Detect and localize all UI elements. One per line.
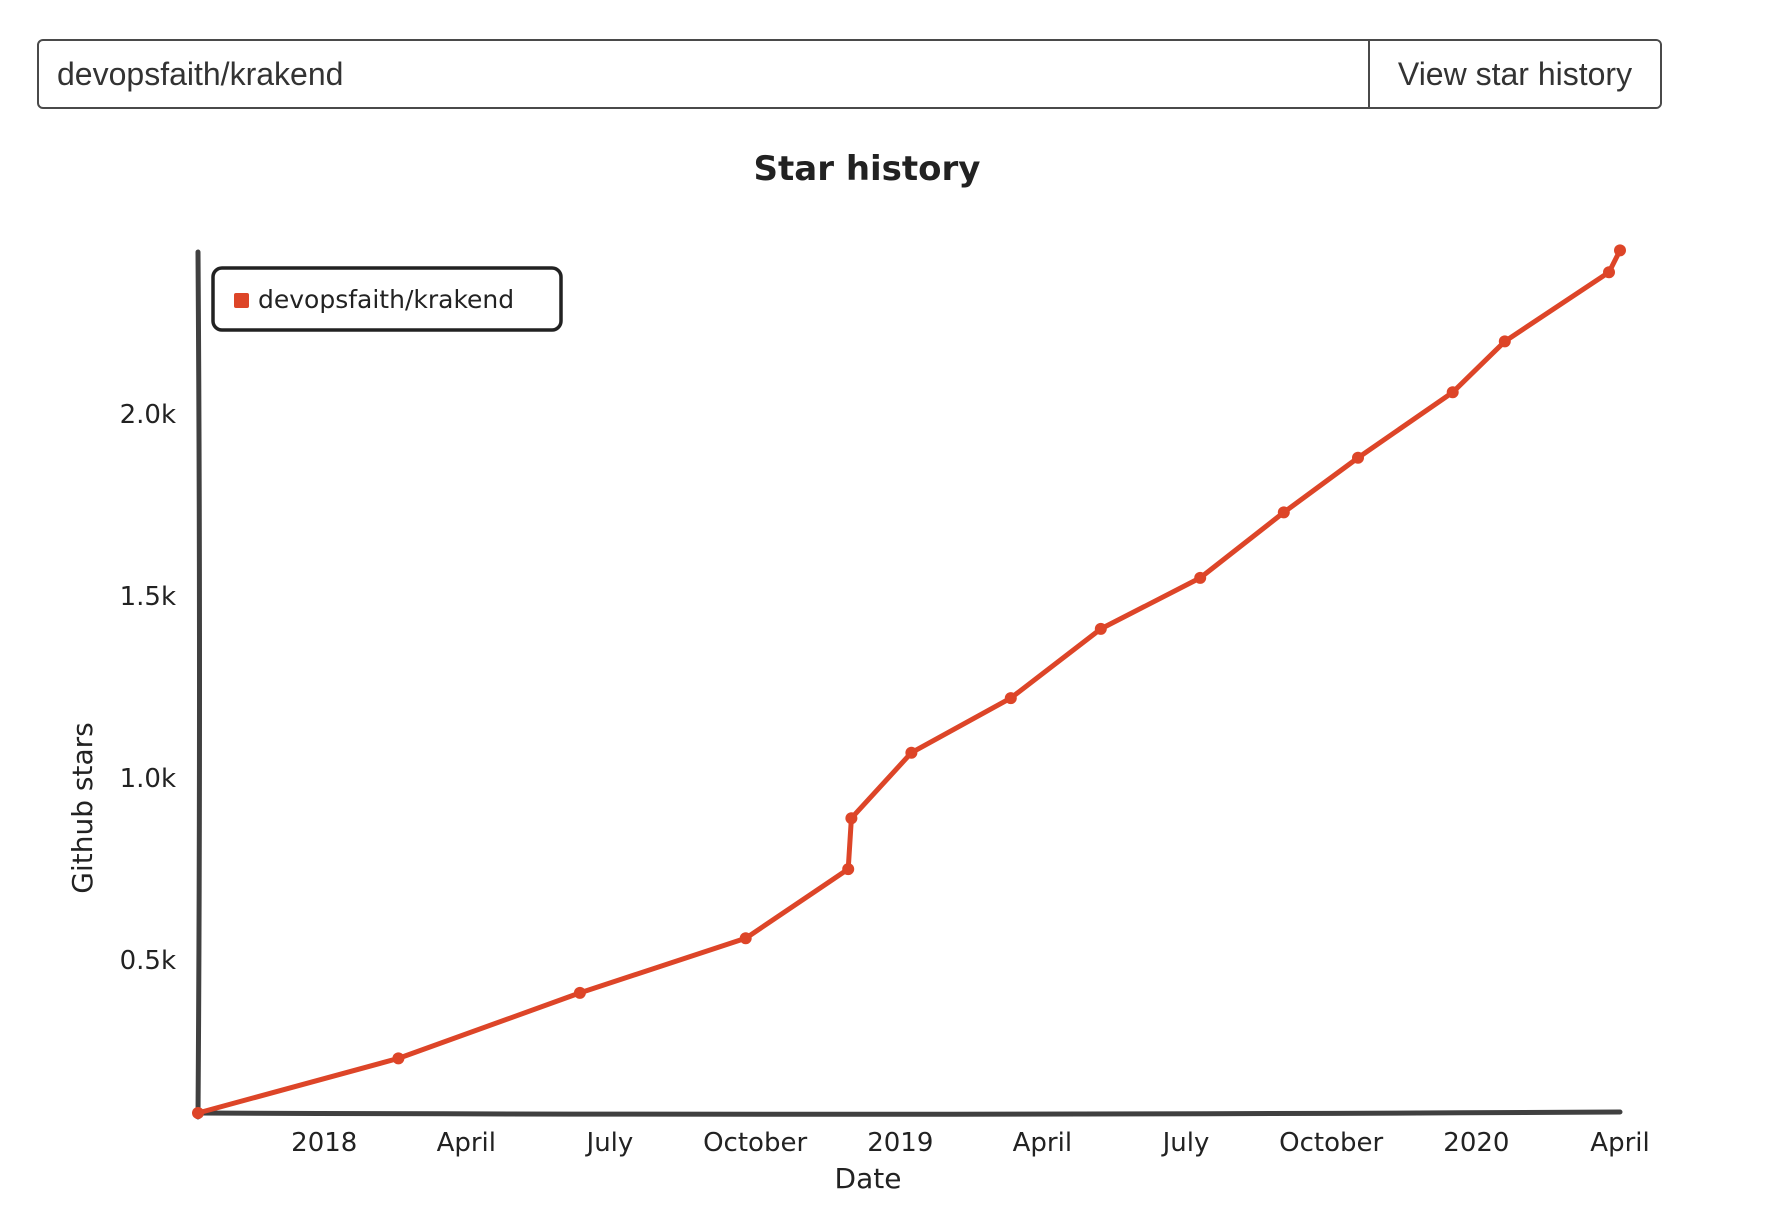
legend-label: devopsfaith/krakend — [258, 285, 514, 314]
x-tick-label: October — [1279, 1128, 1383, 1158]
chart-title: Star history — [754, 149, 981, 189]
data-point — [192, 1107, 204, 1119]
y-tick-label: 0.5k — [120, 946, 176, 976]
y-tick-label: 1.5k — [120, 582, 176, 612]
x-tick-label: October — [703, 1128, 807, 1158]
x-axis-label: Date — [835, 1162, 902, 1195]
data-point — [1498, 335, 1511, 348]
data-point — [1614, 244, 1626, 257]
data-point — [845, 812, 858, 825]
data-point — [1004, 692, 1017, 705]
data-point — [739, 932, 752, 945]
x-tick-label: 2020 — [1443, 1128, 1509, 1158]
view-star-history-button[interactable]: View star history — [1368, 41, 1660, 107]
y-tick-label: 1.0k — [120, 764, 176, 794]
data-point — [1194, 571, 1207, 584]
x-tick-label: July — [1161, 1128, 1210, 1158]
legend-box — [211, 266, 563, 332]
star-history-chart: Star history 0.5k 1.0k 1.5k 2.0k 2018 April J… — [66, 149, 1650, 1195]
x-tick-label: 2019 — [867, 1128, 933, 1158]
data-point — [573, 986, 586, 999]
chart-axes — [193, 249, 1623, 1120]
data-point — [1352, 451, 1364, 464]
x-tick-labels: 2018 April July October 2019 April July October… — [291, 1128, 1650, 1158]
data-point — [1277, 506, 1290, 519]
search-bar: View star history — [37, 39, 1662, 109]
data-point — [905, 746, 918, 759]
y-axis-label: Github stars — [66, 722, 99, 893]
x-tick-label: April — [1013, 1128, 1072, 1158]
series-points — [192, 244, 1626, 1119]
repo-input[interactable] — [39, 41, 1368, 107]
legend-swatch — [234, 293, 249, 308]
legend: devopsfaith/krakend — [211, 266, 563, 332]
data-point — [1094, 622, 1107, 635]
data-point — [1603, 266, 1615, 279]
x-tick-label: July — [585, 1128, 634, 1158]
y-axis-line — [195, 249, 202, 1120]
data-point — [1446, 386, 1459, 399]
y-tick-labels: 0.5k 1.0k 1.5k 2.0k — [120, 400, 176, 976]
x-tick-label: 2018 — [291, 1128, 357, 1158]
series-line-krakend — [195, 247, 1623, 1116]
x-tick-label: April — [1590, 1128, 1649, 1158]
data-point — [392, 1052, 405, 1065]
y-tick-label: 2.0k — [120, 400, 176, 430]
series-layer — [192, 244, 1626, 1119]
x-axis-line — [193, 1109, 1623, 1117]
data-point — [842, 863, 855, 876]
x-tick-label: April — [437, 1128, 496, 1158]
